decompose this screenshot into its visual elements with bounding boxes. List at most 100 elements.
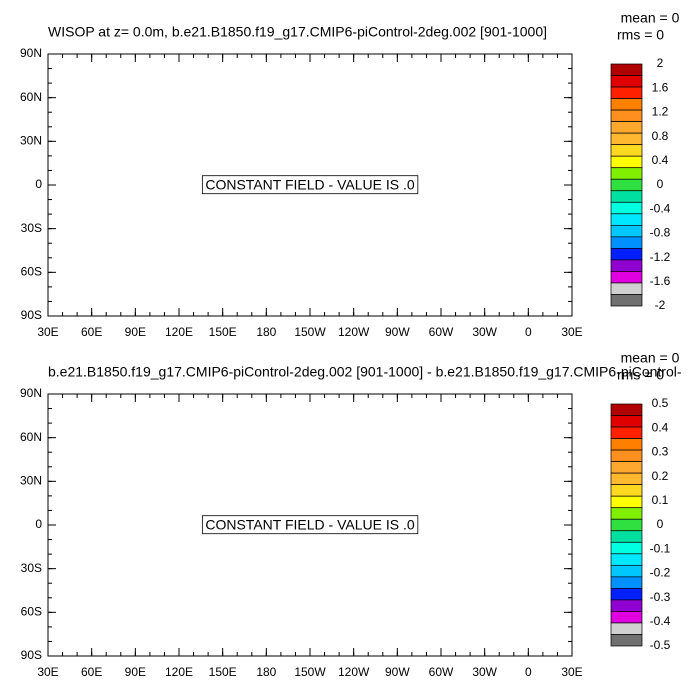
x-tick-label: 150E (209, 325, 237, 339)
colorbar-label: 1.6 (652, 80, 669, 94)
colorbar-box (610, 599, 643, 612)
chart-title: b.e21.B1850.f19_g17.CMIP6-piControl-2deg… (48, 364, 682, 380)
y-tick-label: 60N (20, 90, 42, 104)
x-tick-label: 150W (294, 665, 326, 679)
colorbar-box (610, 190, 643, 203)
colorbar-label: 2 (657, 56, 664, 70)
colorbar-box (610, 449, 643, 462)
y-tick-label: 90S (21, 308, 42, 322)
y-tick-label: 90N (20, 46, 42, 60)
annotation: CONSTANT FIELD - VALUE IS .0 (205, 177, 414, 193)
colorbar-label: -0.2 (650, 566, 671, 580)
colorbar-box (610, 294, 643, 307)
colorbar-label: -0.4 (650, 201, 671, 215)
colorbar-box (610, 576, 643, 589)
stat-mean: mean = 0 (621, 10, 680, 26)
colorbar-box (610, 564, 643, 578)
y-tick-label: 90N (20, 386, 42, 400)
annotation-box (201, 515, 419, 535)
colorbar-label: 0 (657, 177, 664, 191)
colorbar-label: 0.8 (652, 129, 669, 143)
colorbar-label: 0.1 (652, 493, 669, 507)
x-tick-label: 30E (561, 665, 582, 679)
colorbar-label: -0.8 (650, 226, 671, 240)
colorbar-box (610, 98, 643, 111)
colorbar-box (610, 403, 643, 416)
colorbar-box (610, 426, 643, 439)
colorbar-box (610, 178, 643, 192)
x-tick-label: 150W (294, 325, 326, 339)
stat-rms: rms = 0 (617, 27, 664, 43)
colorbar-label: 0.5 (652, 396, 669, 410)
x-tick-label: 60E (81, 665, 102, 679)
x-tick-label: 120W (338, 325, 370, 339)
colorbar-box (610, 155, 643, 169)
colorbar-box (610, 213, 643, 226)
colorbar-label: 0 (657, 517, 664, 531)
x-tick-label: 30W (472, 665, 497, 679)
colorbar-box (610, 167, 643, 180)
colorbar-label: -1.2 (650, 250, 671, 264)
colorbar-box (610, 248, 643, 261)
y-tick-label: 30S (21, 561, 42, 575)
colorbar-box (610, 541, 643, 555)
y-tick-label: 30S (21, 221, 42, 235)
x-tick-label: 150E (209, 665, 237, 679)
x-tick-label: 90E (125, 665, 146, 679)
colorbar-box (610, 236, 643, 249)
colorbar-label: 0.2 (652, 469, 669, 483)
colorbar-box (610, 132, 643, 146)
colorbar-box (610, 271, 643, 284)
x-tick-label: 120E (165, 325, 193, 339)
y-tick-label: 60S (21, 605, 42, 619)
colorbar-box (610, 75, 643, 88)
x-tick-label: 120W (338, 665, 370, 679)
colorbar-label: -2 (655, 298, 666, 312)
y-tick-label: 60N (20, 430, 42, 444)
x-tick-label: 30E (561, 325, 582, 339)
x-tick-label: 60W (429, 665, 454, 679)
colorbar-label: 0.4 (652, 420, 669, 434)
x-tick-label: 180 (256, 665, 276, 679)
colorbar-box (610, 109, 643, 122)
x-tick-label: 30W (472, 325, 497, 339)
x-tick-label: 30E (37, 665, 58, 679)
chart-title: WISOP at z= 0.0m, b.e21.B1850.f19_g17.CM… (48, 24, 547, 40)
colorbar-box (610, 415, 643, 428)
colorbar-box (610, 144, 643, 157)
colorbar-box (610, 121, 643, 134)
colorbar-label: -0.5 (650, 638, 671, 652)
colorbar-box (610, 472, 643, 486)
colorbar-box (610, 622, 643, 635)
x-tick-label: 0 (525, 665, 532, 679)
colorbar-label: -0.1 (650, 541, 671, 555)
x-tick-label: 60E (81, 325, 102, 339)
x-tick-label: 90W (385, 325, 410, 339)
x-tick-label: 0 (525, 325, 532, 339)
colorbar-box (610, 530, 643, 543)
colorbar-box (610, 438, 643, 451)
colorbar-label: 1.2 (652, 105, 669, 119)
x-tick-label: 180 (256, 325, 276, 339)
colorbar-box (610, 588, 643, 601)
colorbar-label: -1.6 (650, 274, 671, 288)
y-tick-label: 0 (35, 177, 42, 191)
colorbar-box (610, 495, 643, 509)
colorbar-label: -0.4 (650, 614, 671, 628)
annotation: CONSTANT FIELD - VALUE IS .0 (205, 517, 414, 533)
colorbar-box (610, 553, 643, 566)
y-tick-label: 60S (21, 265, 42, 279)
y-tick-label: 0 (35, 517, 42, 531)
stat-rms: rms = 0 (617, 367, 664, 383)
colorbar-box (610, 461, 643, 474)
colorbar-box (610, 259, 643, 272)
x-tick-label: 90W (385, 665, 410, 679)
colorbar-box (610, 282, 643, 295)
colorbar-label: -0.3 (650, 590, 671, 604)
colorbar-box (610, 518, 643, 532)
colorbar-box (610, 507, 643, 520)
y-tick-label: 30N (20, 474, 42, 488)
colorbar-box (610, 611, 643, 624)
colorbar-box (610, 86, 643, 99)
